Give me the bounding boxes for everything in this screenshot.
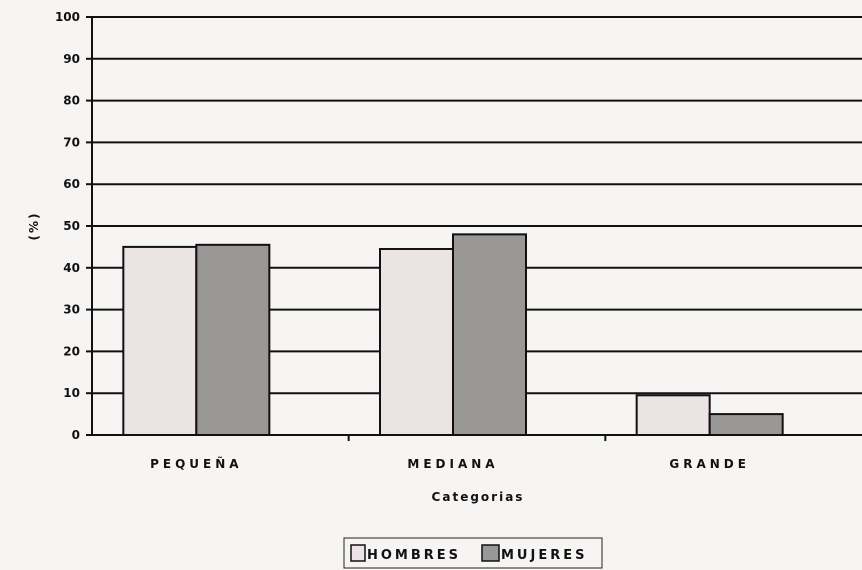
x-axis-label: Categorias xyxy=(432,490,525,504)
y-tick-label-60: 60 xyxy=(63,177,80,191)
category-labels: PEQUEÑA MEDIANA GRANDE xyxy=(92,434,862,471)
y-axis-label: (%) xyxy=(27,212,41,241)
legend-label-hombres: HOMBRES xyxy=(367,548,461,563)
legend: HOMBRES MUJERES xyxy=(343,537,603,569)
bar-mujeres-2 xyxy=(708,413,784,437)
legend-label-mujeres: MUJERES xyxy=(501,548,587,563)
y-tick-label-100: 100 xyxy=(55,10,80,24)
y-tick-label-50: 50 xyxy=(63,219,80,233)
bar-mujeres-0 xyxy=(195,243,271,436)
legend-box xyxy=(343,537,603,569)
y-tick-label-0: 0 xyxy=(72,428,80,442)
bars xyxy=(122,233,784,437)
bar-hombres-2 xyxy=(635,394,711,437)
y-tick-label-20: 20 xyxy=(63,344,80,358)
bar-hombres-1 xyxy=(379,247,454,436)
y-tick-label-40: 40 xyxy=(63,261,80,275)
bar-hombres-0 xyxy=(122,245,198,436)
y-tick-labels: 0 10 20 30 40 50 60 70 80 90 100 xyxy=(55,10,92,442)
y-tick-label-70: 70 xyxy=(63,135,80,149)
y-tick-label-10: 10 xyxy=(63,386,80,400)
legend-swatch-mujeres xyxy=(481,544,500,562)
y-tick-label-90: 90 xyxy=(63,52,80,66)
legend-swatch-hombres xyxy=(350,544,366,562)
bar-mujeres-1 xyxy=(452,233,527,436)
category-label-1: MEDIANA xyxy=(407,457,498,471)
y-tick-label-80: 80 xyxy=(63,94,80,108)
category-label-0: PEQUEÑA xyxy=(150,456,242,471)
y-tick-label-30: 30 xyxy=(63,303,80,317)
category-label-2: GRANDE xyxy=(669,457,750,471)
